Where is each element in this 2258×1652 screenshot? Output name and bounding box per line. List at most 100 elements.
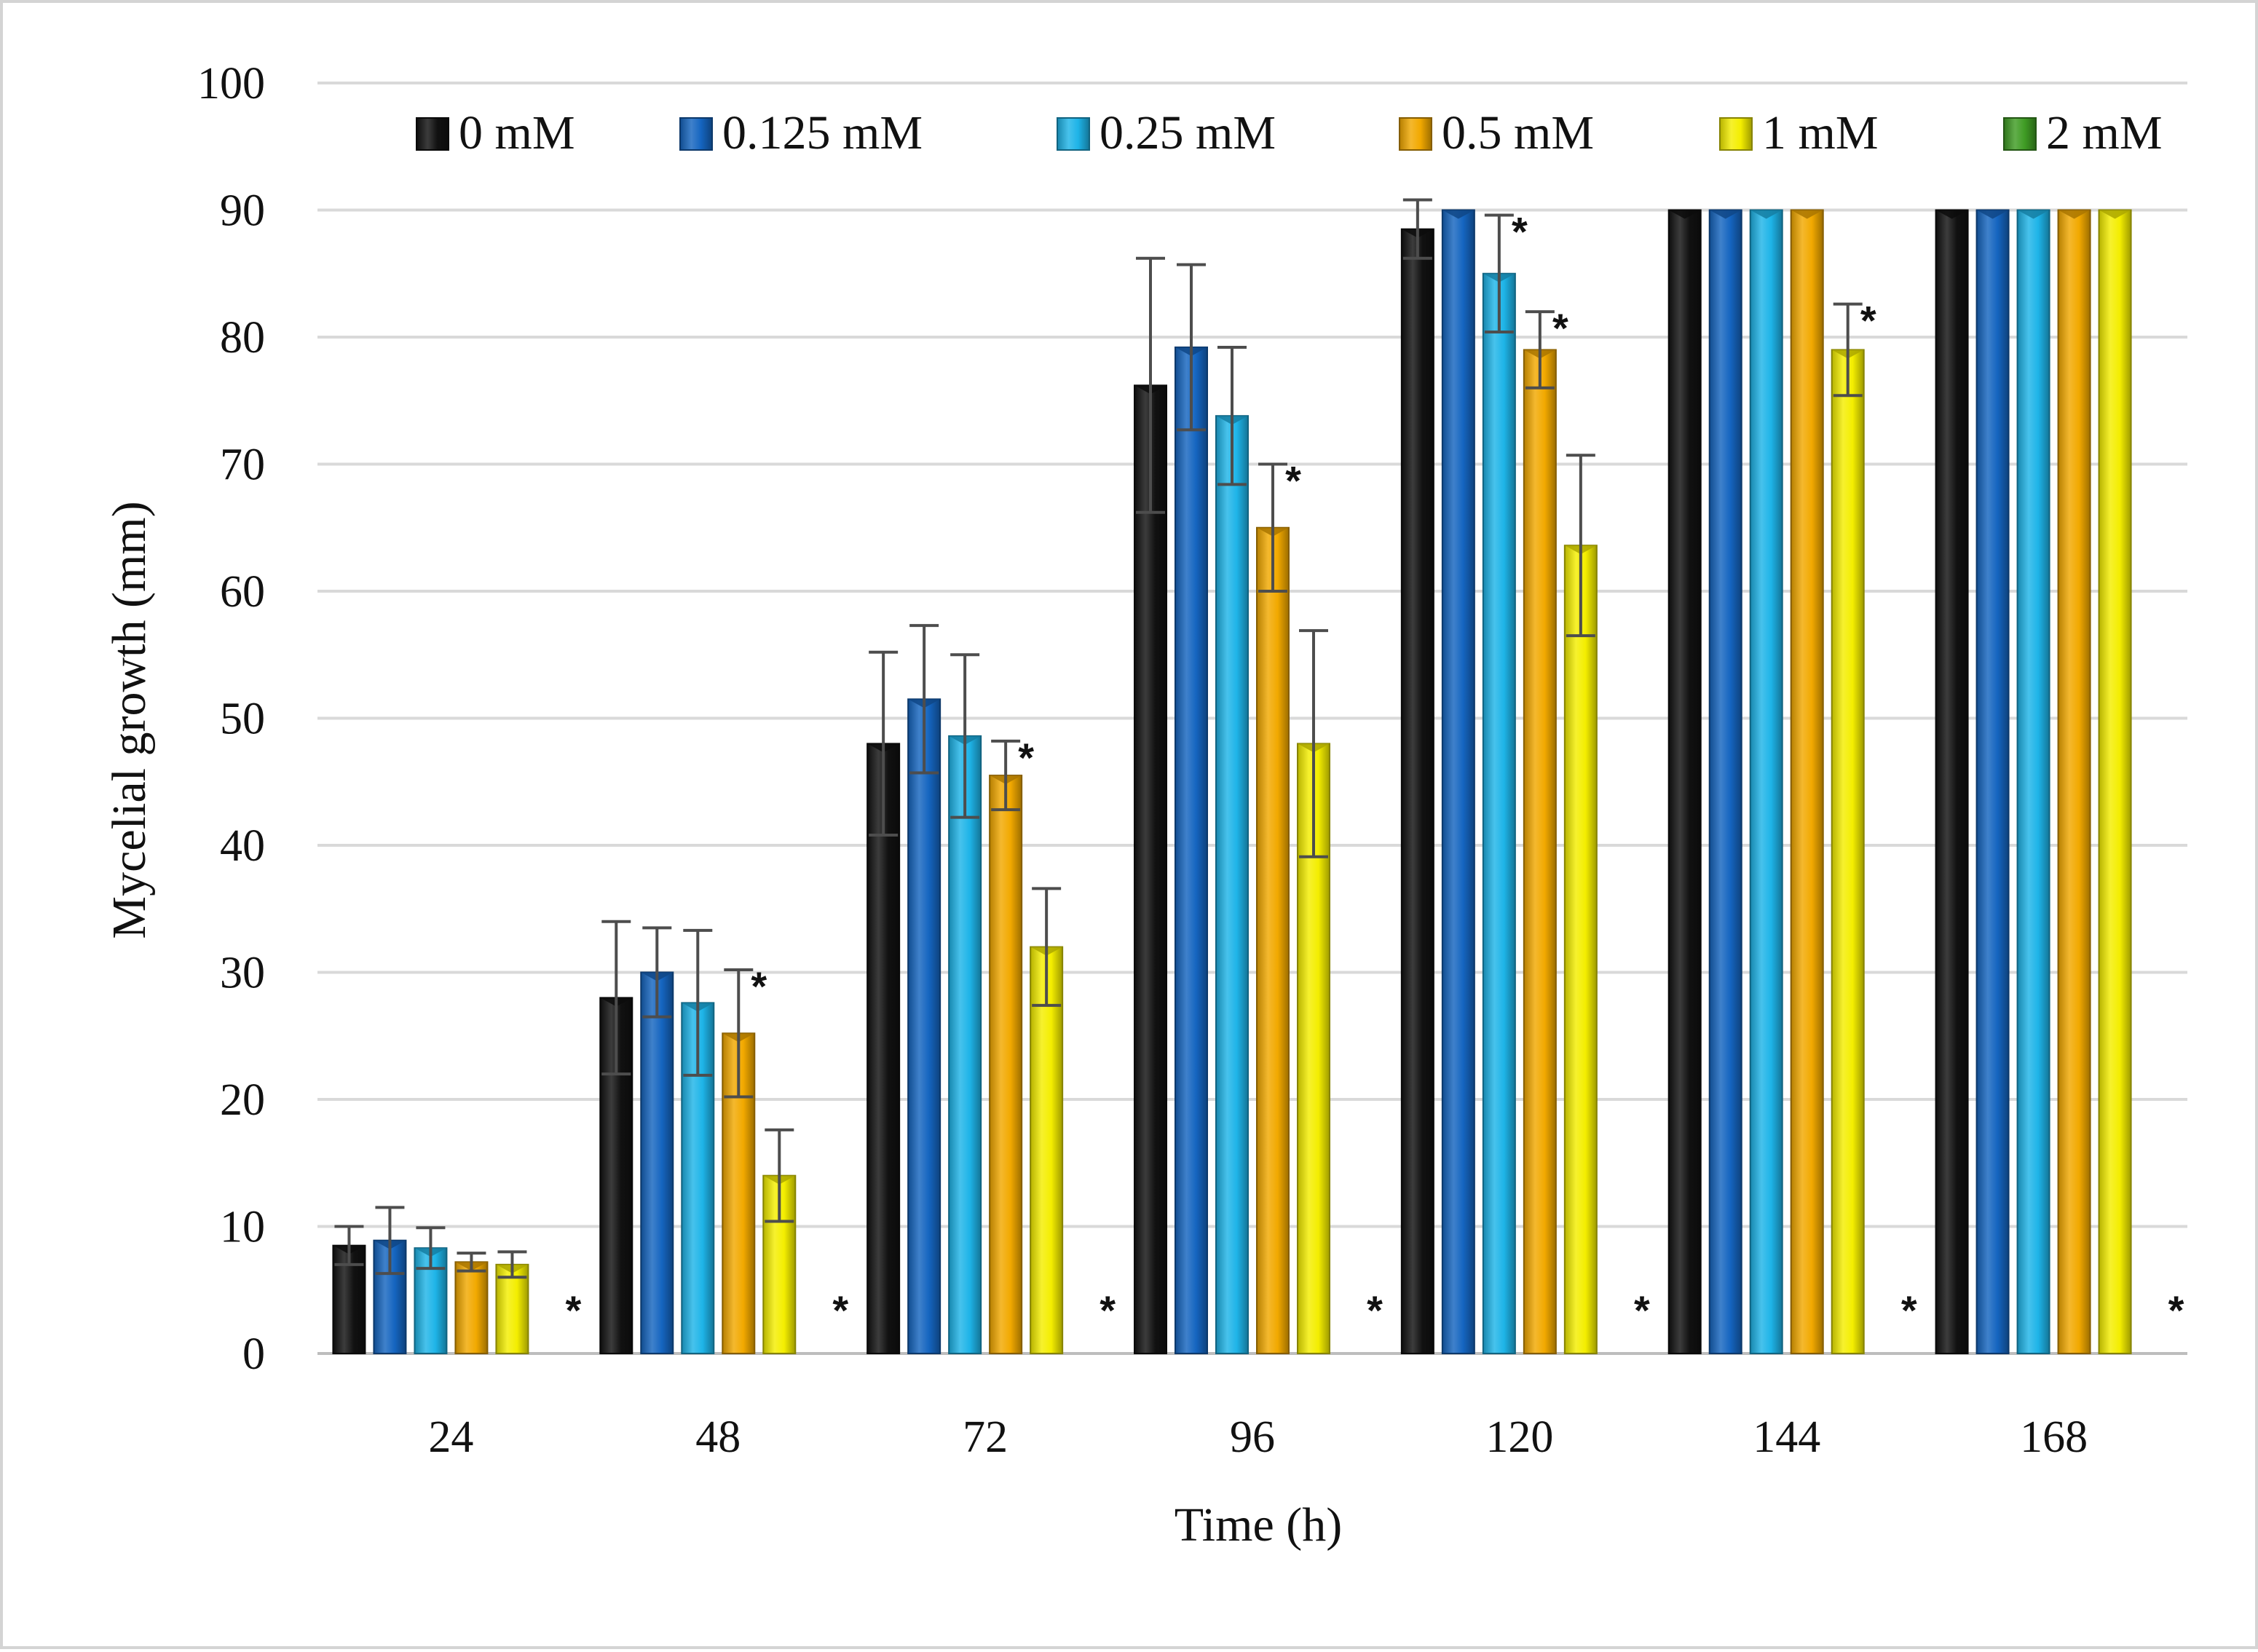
error-bar (416, 1226, 446, 1270)
error-bar (601, 920, 631, 1076)
error-bar (1833, 302, 1863, 398)
legend-swatch (2003, 117, 2037, 151)
legend-swatch (1057, 117, 1090, 151)
bar (907, 698, 942, 1354)
y-tick-label: 90 (220, 186, 265, 236)
significance-layer: * * * * * * * * * * * * * (566, 208, 2184, 1333)
error-bar (950, 653, 980, 819)
bar (1482, 272, 1516, 1354)
error-bar (909, 624, 939, 775)
error-bar (1484, 213, 1514, 334)
significance-star: * (1634, 1287, 1650, 1333)
legend-label: 1 mM (1762, 106, 1879, 159)
significance-star: * (1367, 1287, 1383, 1333)
legend-item: 2 mM (2003, 106, 2163, 159)
error-bar (1402, 198, 1432, 260)
y-tick-label: 20 (220, 1075, 265, 1125)
bar (1935, 209, 1969, 1354)
bar (1441, 209, 1475, 1354)
error-bar (334, 1225, 364, 1266)
bar (640, 971, 674, 1354)
bar-cap (2017, 210, 2050, 219)
significance-star: * (1100, 1287, 1116, 1333)
bar (948, 735, 982, 1354)
bar (2016, 209, 2050, 1354)
bar (1975, 209, 2010, 1354)
x-tick-label: 48 (695, 1412, 741, 1462)
x-tick-label: 144 (1753, 1412, 1820, 1462)
bar (1030, 946, 1064, 1354)
bar (1175, 346, 1208, 1355)
bar (1134, 384, 1167, 1354)
significance-star: * (1901, 1287, 1917, 1333)
significance-star: * (1512, 208, 1528, 254)
bar (1563, 545, 1598, 1354)
bar-cap (1976, 210, 2009, 219)
y-tick-label: 100 (197, 59, 265, 108)
x-axis-title: Time (h) (1175, 1498, 1342, 1552)
legend-item: 0.25 mM (1057, 106, 1276, 159)
y-tick-label: 30 (220, 949, 265, 998)
legend-swatch (679, 117, 713, 151)
bar (1215, 415, 1249, 1355)
error-bar (1258, 462, 1287, 593)
bar (495, 1263, 529, 1354)
y-axis-title: Mycelial growth (mm) (103, 501, 156, 938)
bar (1749, 209, 1783, 1354)
bar-cap (1668, 210, 1701, 219)
bar (2057, 209, 2091, 1354)
error-bar (642, 926, 672, 1019)
y-tick-label: 70 (220, 440, 265, 490)
bar (454, 1261, 489, 1354)
significance-star: * (1285, 458, 1301, 504)
legend-label: 0.125 mM (722, 106, 923, 159)
significance-star: * (1018, 735, 1034, 780)
error-bar (724, 968, 754, 1099)
error-bar (765, 1128, 794, 1223)
bar-cap (1709, 210, 1742, 219)
legend-swatch (1399, 117, 1432, 151)
error-bar (497, 1250, 527, 1279)
legend-label: 2 mM (2046, 106, 2163, 159)
bar-cap (1791, 210, 1823, 219)
bar (1831, 349, 1865, 1355)
significance-star: * (751, 963, 767, 1009)
error-bar (1299, 629, 1328, 858)
error-bar (1566, 454, 1595, 638)
error-bar (991, 739, 1021, 812)
bar (1256, 526, 1290, 1354)
bar-cap (2099, 210, 2131, 219)
significance-star: * (1552, 305, 1568, 351)
error-bar (683, 928, 713, 1077)
legend-item: 0 mM (416, 106, 575, 159)
bar (1400, 228, 1434, 1354)
error-bar (1217, 345, 1247, 486)
legend: 0 mM 0.125 mM 0.25 mM 0.5 mM 1 mM 2 mM (416, 106, 2163, 159)
error-bar (1177, 263, 1206, 432)
significance-star: * (2168, 1287, 2184, 1333)
x-tick-label: 120 (1485, 1412, 1553, 1462)
bar-cap (1442, 210, 1475, 219)
axis-layer: 0 10 20 30 40 50 60 70 80 90 100 24 48 72 96 120 144 168 (197, 59, 2088, 1462)
bar (1667, 209, 1702, 1354)
bar-cap (2058, 210, 2091, 219)
legend-swatch (416, 117, 449, 151)
error-bar (457, 1252, 486, 1273)
error-bars-layer (334, 198, 1863, 1279)
legend-item: 0.125 mM (679, 106, 923, 159)
bars-layer (332, 209, 2132, 1355)
bar-cap (1750, 210, 1783, 219)
x-tick-label: 24 (428, 1412, 473, 1462)
error-bar (1136, 256, 1165, 514)
bar-cap (1935, 210, 1968, 219)
x-tick-label: 72 (963, 1412, 1008, 1462)
y-tick-label: 10 (220, 1203, 265, 1252)
grid-layer (317, 82, 2187, 1355)
x-tick-label: 168 (2020, 1412, 2088, 1462)
bar (1790, 209, 1824, 1354)
bar (2098, 209, 2132, 1354)
bar-chart: * * * * * * * * * * * * * 0 10 20 30 40 50 60 70 80 90 100 24 48… (103, 59, 2187, 1552)
error-bar (869, 650, 899, 837)
error-bar (375, 1206, 405, 1276)
